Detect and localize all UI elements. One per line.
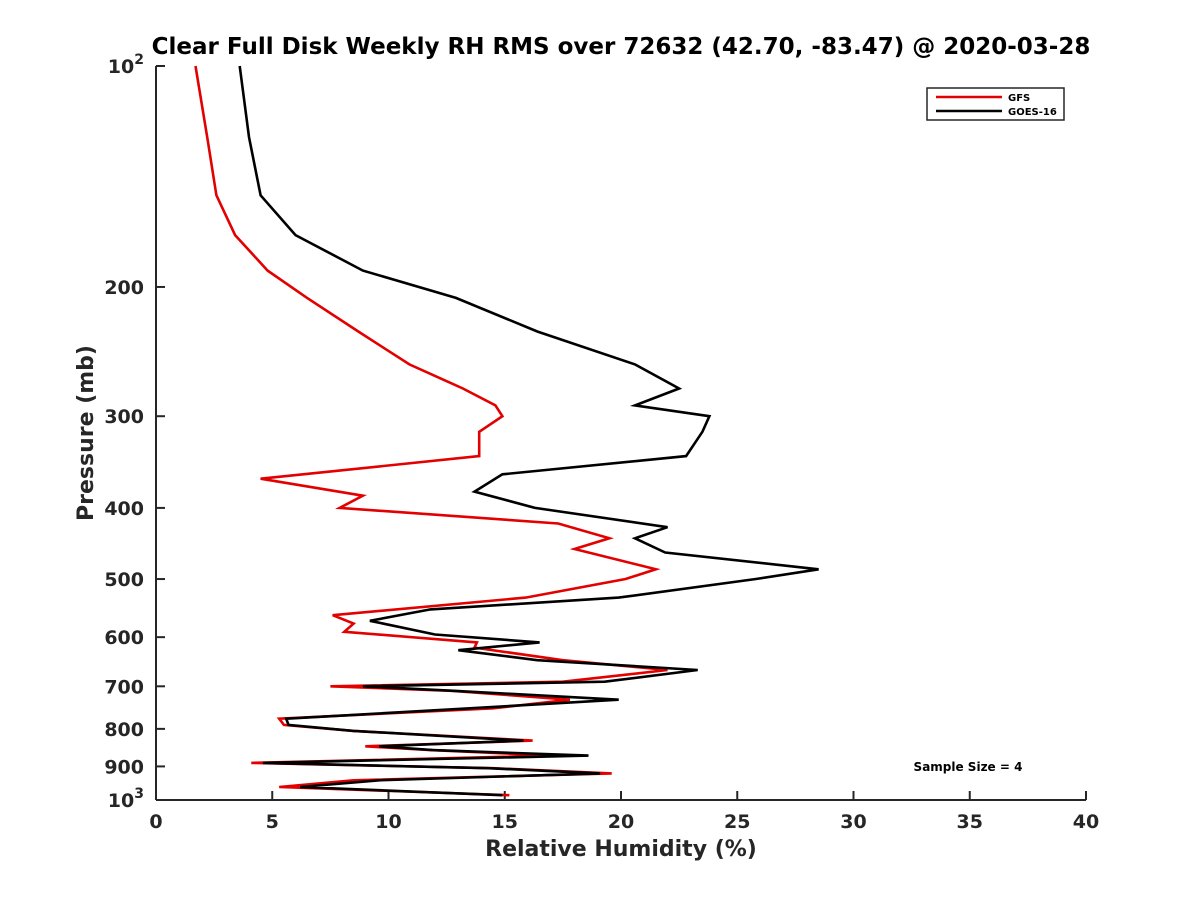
y-tick-label: 600 [104,627,144,649]
x-tick-label: 15 [492,811,518,833]
y-tick-label: 900 [104,756,144,778]
legend-label: GFS [1008,93,1030,104]
chart-title: Clear Full Disk Weekly RH RMS over 72632… [152,34,1091,60]
x-axis-label: Relative Humidity (%) [485,837,757,862]
x-tick-label: 5 [266,811,279,833]
x-tick-label: 20 [608,811,634,833]
x-tick-label: 40 [1073,811,1099,833]
y-tick-label: 200 [104,277,144,299]
y-tick-base: 10 [108,790,134,812]
y-tick-exponent: 2 [134,52,144,68]
series-line-goes-16 [238,65,819,797]
x-tick-label: 35 [957,811,983,833]
x-ticks: 0 5 10 15 20 25 30 35 40 [149,791,1099,833]
y-tick-label: 700 [104,676,144,698]
x-tick-label: 10 [375,811,401,833]
legend: GFS GOES-16 [926,87,1065,121]
y-tick-base: 10 [108,56,134,78]
y-tick-label: 800 [104,719,144,741]
y-tick-label: 500 [104,569,144,591]
series-layer [194,65,819,797]
plot-area [155,66,1086,801]
y-tick-exponent: 3 [134,786,144,802]
y-tick-label: 400 [104,498,144,520]
legend-label: GOES-16 [1008,107,1057,118]
sample-size-annotation: Sample Size = 4 [914,760,1023,774]
y-axis-label: Pressure (mb) [74,345,99,521]
x-tick-label: 0 [149,811,162,833]
y-tick-label: 102 [108,52,144,78]
legend-box [926,87,1065,121]
x-tick-label: 30 [840,811,866,833]
y-tick-label: 300 [104,406,144,428]
y-tick-label: 103 [108,786,144,812]
x-tick-label: 25 [724,811,750,833]
